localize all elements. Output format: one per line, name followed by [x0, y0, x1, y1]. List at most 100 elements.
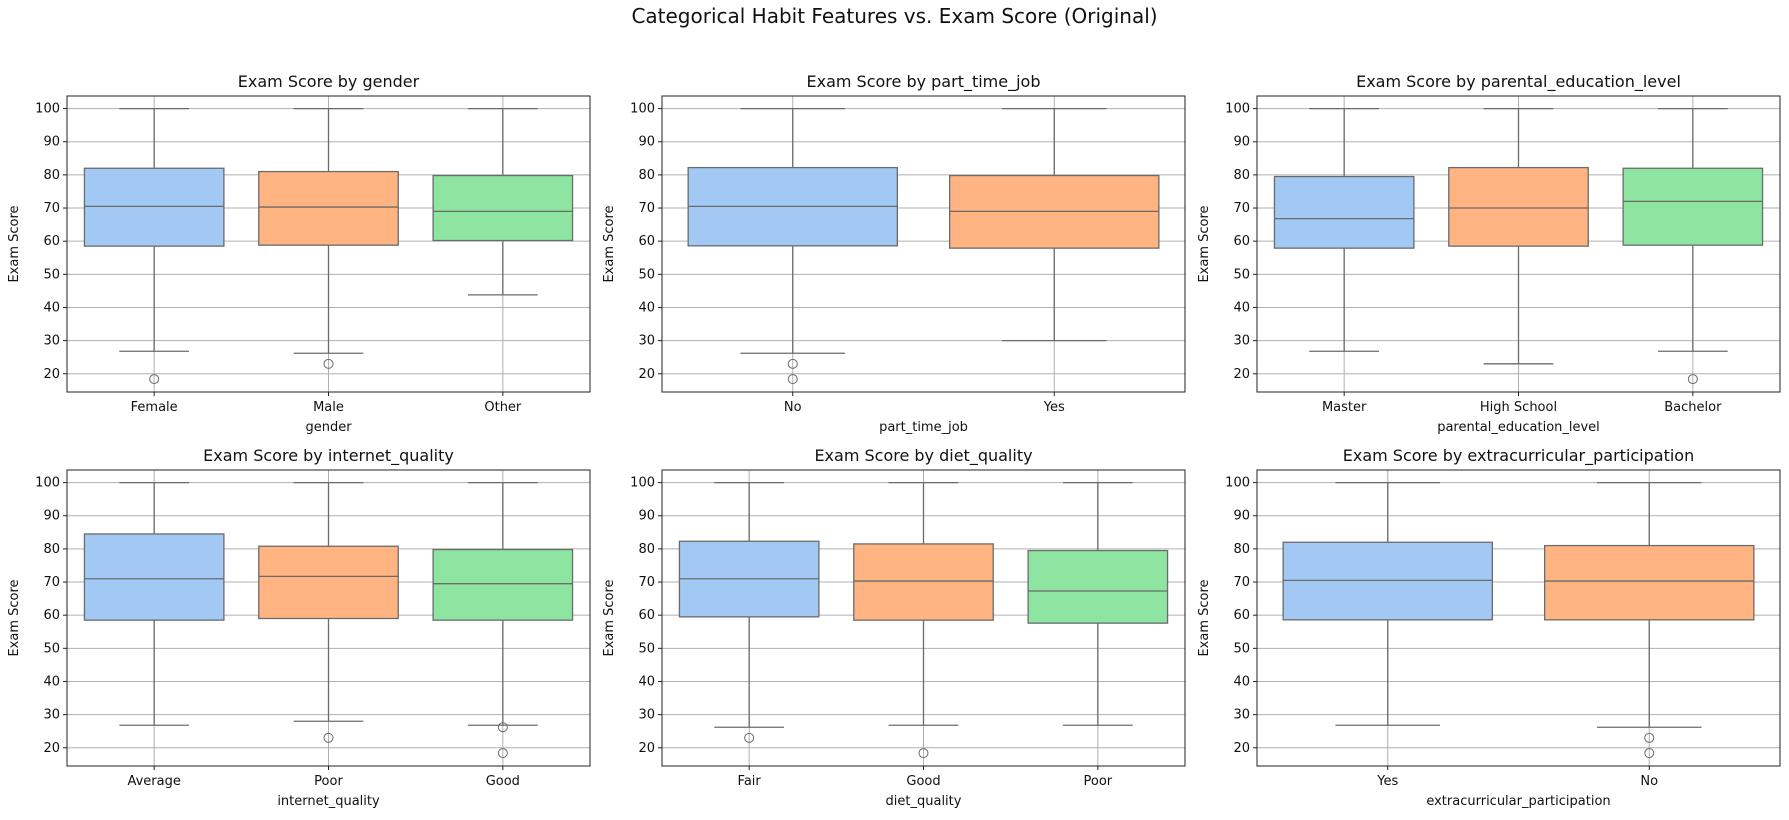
- y-tick-label: 90: [43, 135, 60, 150]
- y-tick-label: 80: [638, 168, 655, 183]
- iqr-box: [432, 174, 574, 242]
- subplot-title: Exam Score by parental_education_level: [1356, 72, 1681, 92]
- iqr-box: [1282, 541, 1494, 621]
- iqr-box: [258, 545, 399, 620]
- box-high-school: [1448, 107, 1589, 365]
- y-axis-label: Exam Score: [1197, 205, 1212, 282]
- outlier-point: [787, 358, 798, 369]
- y-tick-label: 50: [43, 267, 60, 282]
- y-axis-label: Exam Score: [602, 579, 617, 656]
- subplot-2: 20 30 40 50 60 70 80 90 100 No Yes Exam Score by pa…: [602, 72, 1186, 435]
- y-tick-label: 30: [43, 334, 60, 349]
- iqr-box: [1027, 549, 1169, 624]
- y-tick-label: 80: [43, 542, 60, 557]
- y-tick-label: 30: [1233, 708, 1250, 723]
- y-tick-label: 50: [43, 641, 60, 656]
- box-no: [1544, 481, 1755, 759]
- box-no: [687, 107, 899, 385]
- axes-frame: [661, 469, 1186, 767]
- y-tick-label: 20: [1233, 367, 1250, 382]
- x-tick-label: Master: [1322, 400, 1367, 415]
- y-tick-label: 100: [630, 476, 655, 491]
- subplot-5: 20 30 40 50 60 70 80 90 100 Fair Good Poor Exam Scor…: [602, 446, 1186, 809]
- y-axis-label: Exam Score: [7, 579, 22, 656]
- box-other: [432, 107, 574, 296]
- box-good: [853, 481, 994, 759]
- subplot-title: Exam Score by diet_quality: [814, 446, 1032, 466]
- x-tick-label: Bachelor: [1664, 400, 1722, 415]
- box-poor: [258, 481, 399, 743]
- box-average: [83, 481, 225, 726]
- y-tick-label: 40: [43, 674, 60, 689]
- iqr-box: [1544, 544, 1755, 621]
- box-female: [83, 107, 225, 385]
- y-tick-label: 60: [1233, 234, 1250, 249]
- box-yes: [1282, 481, 1494, 726]
- y-tick-label: 30: [43, 708, 60, 723]
- y-tick-label: 90: [638, 509, 655, 524]
- y-tick-label: 100: [1225, 102, 1250, 117]
- iqr-box: [83, 533, 225, 621]
- axes-frame: [1256, 95, 1781, 393]
- y-tick-label: 50: [1233, 641, 1250, 656]
- y-tick-label: 60: [638, 234, 655, 249]
- y-tick-label: 100: [630, 102, 655, 117]
- figure-title: Categorical Habit Features vs. Exam Scor…: [631, 4, 1158, 28]
- x-tick-label: Yes: [1043, 400, 1065, 415]
- axes-frame: [66, 95, 591, 393]
- x-tick-label: Poor: [314, 774, 343, 789]
- x-tick-label: Good: [486, 774, 520, 789]
- x-axis-label: part_time_job: [879, 420, 968, 435]
- y-axis-label: Exam Score: [602, 205, 617, 282]
- outlier-point: [323, 358, 334, 369]
- subplot-title: Exam Score by extracurricular_participat…: [1343, 446, 1694, 466]
- x-tick-label: Other: [484, 400, 522, 415]
- y-tick-label: 40: [1233, 300, 1250, 315]
- x-tick-label: No: [1640, 774, 1658, 789]
- box-fair: [678, 481, 820, 743]
- outlier-point: [1644, 732, 1655, 743]
- subplot-title: Exam Score by part_time_job: [806, 72, 1040, 92]
- y-tick-label: 80: [43, 168, 60, 183]
- y-tick-label: 80: [638, 542, 655, 557]
- outlier-point: [149, 374, 160, 385]
- outlier-point: [918, 748, 929, 759]
- y-tick-label: 30: [638, 708, 655, 723]
- y-tick-label: 40: [638, 300, 655, 315]
- y-tick-label: 70: [638, 575, 655, 590]
- x-tick-label: Female: [131, 400, 178, 415]
- box-bachelor: [1622, 107, 1764, 385]
- x-axis-label: extracurricular_participation: [1426, 794, 1610, 809]
- x-tick-label: Fair: [738, 774, 762, 789]
- x-tick-label: Male: [313, 400, 344, 415]
- y-tick-label: 60: [638, 608, 655, 623]
- x-tick-label: Yes: [1376, 774, 1398, 789]
- y-tick-label: 90: [1233, 135, 1250, 150]
- x-tick-label: Average: [127, 774, 180, 789]
- y-tick-label: 20: [638, 367, 655, 382]
- subplot-4: 20 30 40 50 60 70 80 90 100 Average Poor Good Exam S…: [7, 446, 591, 809]
- outlier-point: [497, 748, 508, 759]
- subplot-1: 20 30 40 50 60 70 80 90 100 Female Male Other Exam S…: [7, 72, 591, 435]
- y-tick-label: 20: [638, 741, 655, 756]
- axes-frame: [661, 95, 1186, 393]
- axes-frame: [1256, 469, 1781, 767]
- subplot-6: 20 30 40 50 60 70 80 90 100 Yes No Exam Score by ex…: [1197, 446, 1781, 809]
- iqr-box: [258, 170, 399, 246]
- y-tick-label: 40: [638, 674, 655, 689]
- box-master: [1273, 107, 1415, 352]
- outlier-point: [787, 374, 798, 385]
- y-tick-label: 50: [638, 641, 655, 656]
- x-tick-label: Poor: [1084, 774, 1113, 789]
- y-tick-label: 70: [43, 201, 60, 216]
- y-tick-label: 100: [35, 476, 60, 491]
- box-good: [432, 481, 574, 759]
- x-tick-label: Good: [906, 774, 940, 789]
- y-axis-label: Exam Score: [7, 205, 22, 282]
- y-tick-label: 50: [638, 267, 655, 282]
- outlier-point: [1644, 748, 1655, 759]
- x-tick-label: High School: [1480, 400, 1557, 415]
- y-tick-label: 80: [1233, 168, 1250, 183]
- y-tick-label: 20: [43, 741, 60, 756]
